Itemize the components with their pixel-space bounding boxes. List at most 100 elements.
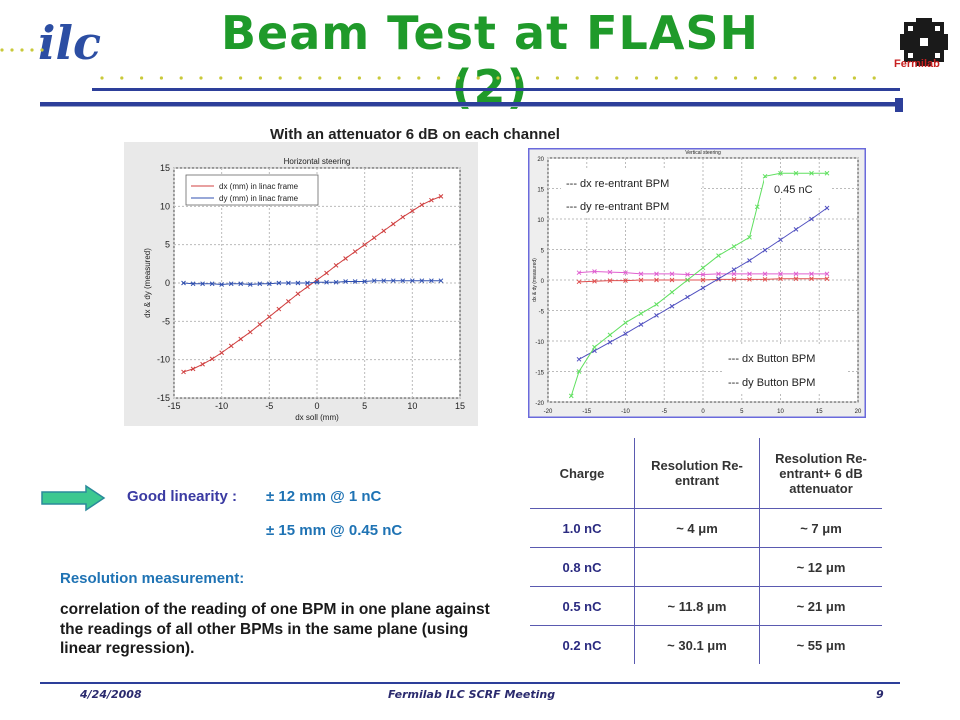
header-dot bbox=[278, 76, 282, 80]
x-axis-label: dx soll (mm) bbox=[295, 413, 339, 422]
series-line-1 bbox=[183, 280, 441, 286]
data-point bbox=[286, 280, 291, 286]
x-tick-label: -10 bbox=[621, 409, 630, 415]
data-point bbox=[654, 302, 659, 307]
y-tick-label: 15 bbox=[160, 163, 170, 173]
annotation-dx-button: --- dx Button BPM bbox=[728, 353, 815, 365]
data-point bbox=[181, 280, 186, 286]
header-dot bbox=[516, 76, 520, 80]
header-dot bbox=[179, 76, 183, 80]
annotation-dy-reentrant: --- dy re-entrant BPM bbox=[566, 201, 669, 213]
header-dot bbox=[159, 76, 163, 80]
x-tick-label: 20 bbox=[855, 409, 862, 415]
header-dot bbox=[219, 76, 223, 80]
vertical-steering-plot: -20 -15 -10 -5 0 5 10 15 20 -20 -15 -10 -5 0 5 10 15 20 Ve… bbox=[527, 147, 867, 426]
data-point bbox=[219, 282, 225, 287]
y-tick-label: 0 bbox=[541, 279, 545, 285]
data-point bbox=[390, 278, 396, 284]
x-tick-label: -5 bbox=[662, 409, 668, 415]
data-point bbox=[181, 369, 186, 375]
header-dot bbox=[813, 76, 817, 80]
data-point bbox=[731, 277, 737, 282]
header-dot bbox=[575, 76, 579, 80]
data-point bbox=[266, 314, 272, 320]
data-point bbox=[747, 258, 752, 263]
data-point bbox=[731, 244, 737, 249]
annotation-box bbox=[764, 178, 830, 198]
data-point bbox=[352, 249, 358, 254]
data-point bbox=[778, 170, 783, 176]
chart-title: Vertical steering bbox=[685, 150, 721, 156]
x-tick-label: 0 bbox=[314, 401, 319, 411]
header-dot bbox=[654, 76, 659, 80]
resolution-table: Charge Resolution Re-entrant Resolution … bbox=[530, 438, 882, 664]
data-point bbox=[747, 234, 752, 240]
data-point bbox=[576, 369, 582, 374]
data-point bbox=[381, 278, 387, 284]
header-dot bbox=[555, 76, 559, 80]
data-point bbox=[700, 272, 706, 277]
header-accent-rule bbox=[40, 102, 900, 107]
data-point bbox=[700, 285, 706, 291]
data-point bbox=[343, 279, 348, 284]
slide-title: Beam Test at FLASH (2) bbox=[220, 6, 760, 114]
footer-date: 4/24/2008 bbox=[80, 688, 142, 701]
data-point bbox=[607, 278, 613, 283]
header-dot bbox=[397, 76, 401, 80]
data-point bbox=[809, 276, 814, 282]
plot-area bbox=[173, 167, 461, 399]
table-cell-reentrant: ~ 30.1 μm bbox=[634, 625, 760, 664]
y-tick-label: 10 bbox=[537, 218, 544, 224]
data-point bbox=[623, 331, 628, 337]
table-cell-attenuator: ~ 7 μm bbox=[759, 508, 882, 548]
data-point bbox=[305, 280, 310, 286]
table-row: 0.5 nC ~ 11.8 μm ~ 21 μm bbox=[530, 586, 882, 626]
data-point bbox=[247, 282, 253, 287]
resolution-title: Resolution measurement: bbox=[60, 570, 245, 587]
annotation-box bbox=[724, 344, 846, 392]
data-point bbox=[324, 270, 329, 276]
button-annotation: --- dx Button BPM --- dy Button BPM bbox=[724, 344, 846, 392]
data-point bbox=[716, 271, 721, 277]
table-row: 0.2 nC ~ 30.1 μm ~ 55 μm bbox=[530, 625, 882, 664]
data-point bbox=[352, 279, 358, 284]
data-point bbox=[754, 204, 760, 210]
data-point bbox=[228, 281, 234, 287]
series-line-0 bbox=[183, 195, 442, 373]
data-point bbox=[607, 339, 613, 345]
data-point bbox=[592, 344, 597, 350]
data-point bbox=[793, 276, 799, 282]
header-dot bbox=[615, 76, 619, 80]
data-point bbox=[685, 277, 690, 283]
data-point bbox=[824, 170, 830, 176]
data-point bbox=[654, 271, 659, 277]
table-row: 0.8 nC ~ 12 μm bbox=[530, 547, 882, 587]
x-tick-label: 5 bbox=[740, 409, 744, 415]
header-dot bbox=[239, 76, 243, 80]
y-tick-label: 5 bbox=[165, 240, 170, 250]
data-point bbox=[762, 247, 768, 253]
linearity-value-045nc: ± 15 mm @ 0.45 nC bbox=[266, 522, 403, 539]
header-resolution-reentrant: Resolution Re-entrant bbox=[634, 438, 760, 509]
data-point bbox=[607, 332, 613, 338]
data-point bbox=[362, 279, 368, 284]
horizontal-steering-chart: -15 -10 -5 0 5 10 15 -15 -10 -5 0 5 10 15 Horizontal s… bbox=[124, 142, 478, 426]
header-dot bbox=[496, 76, 500, 80]
data-point bbox=[200, 281, 205, 287]
data-point bbox=[669, 277, 675, 283]
y-tick-label: 10 bbox=[160, 201, 170, 211]
data-point bbox=[305, 284, 310, 290]
y-tick-label: -10 bbox=[535, 340, 544, 346]
header-dot bbox=[674, 76, 678, 80]
data-point bbox=[209, 356, 215, 362]
x-tick-label: -15 bbox=[167, 401, 180, 411]
linearity-label: Good linearity : bbox=[127, 488, 238, 505]
data-point bbox=[409, 208, 415, 214]
header-dots-row bbox=[100, 76, 876, 80]
x-tick-label: 15 bbox=[816, 409, 823, 415]
data-point bbox=[778, 237, 783, 243]
header-dot bbox=[456, 76, 460, 80]
table-cell-reentrant: ~ 4 μm bbox=[634, 508, 760, 548]
data-point bbox=[809, 216, 814, 222]
data-point bbox=[623, 278, 628, 283]
